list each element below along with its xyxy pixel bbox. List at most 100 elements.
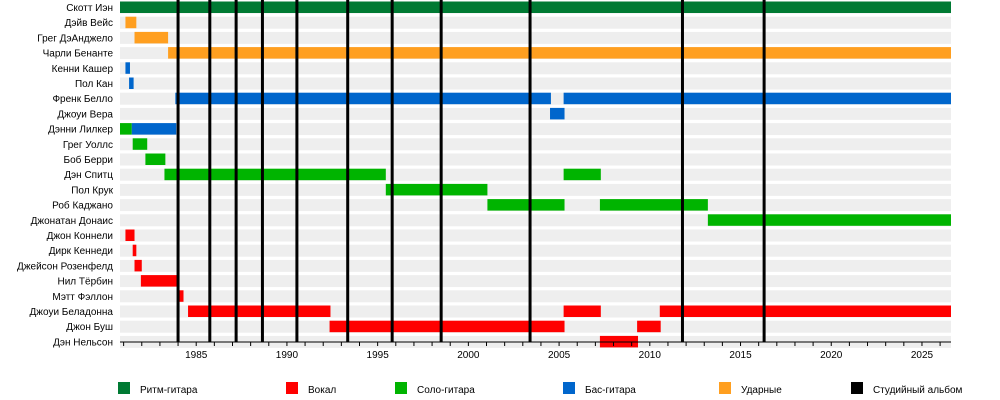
bar-bass	[550, 107, 565, 120]
legend-label: Ритм-гитара	[140, 385, 198, 396]
tick-label: 1995	[367, 350, 390, 361]
bar-vocals	[132, 244, 137, 257]
bar-vocals	[140, 275, 179, 287]
row-band	[120, 62, 951, 75]
tick-label: 2015	[729, 350, 752, 361]
bar-vocals	[125, 229, 135, 241]
bar-lead	[145, 153, 166, 165]
legend: Ритм-гитара Вокал Соло-гитара Бас-гитара Уда…	[118, 382, 963, 396]
bar-vocals	[659, 305, 951, 317]
member-name: Дирк Кеннеди	[49, 246, 113, 257]
tick-label: 2005	[548, 350, 571, 361]
bar-lead	[487, 199, 565, 211]
bar-lead	[132, 138, 148, 150]
row-band	[120, 153, 951, 166]
member-name: Джейсон Розенфелд	[17, 260, 113, 272]
bar-bass	[175, 92, 551, 105]
bar-drums	[125, 16, 137, 29]
member-name: Кенни Кашер	[52, 64, 114, 75]
member-labels: Скотт Иэн Дэйв Вейс Грег ДэАнджело Чарли Бе…	[17, 3, 114, 348]
row-band	[120, 107, 951, 120]
bar-lead	[385, 183, 488, 196]
legend-swatch-vocals	[286, 382, 298, 394]
bar-lead	[707, 214, 951, 226]
member-name: Грег ДэАнджело	[37, 33, 113, 44]
member-name: Чарли Бенанте	[43, 49, 114, 60]
bar-drums	[168, 47, 951, 59]
x-axis: 1985 1990 1995 2000 2005 2010 2015 2020 2025	[120, 341, 951, 361]
bar-lead	[563, 168, 601, 181]
member-name: Дэнни Лилкер	[48, 125, 113, 136]
legend-label: Вокал	[308, 385, 336, 396]
member-name: Джон Коннели	[47, 231, 113, 242]
bar-drums	[134, 31, 169, 44]
tick-label: 2025	[911, 350, 934, 361]
legend-swatch-album	[851, 382, 863, 394]
album-line	[176, 0, 180, 342]
member-name: Френк Белло	[52, 94, 113, 105]
legend-swatch-lead	[395, 382, 407, 394]
legend-label: Студийный альбом	[873, 384, 963, 396]
bar-bass	[131, 123, 177, 135]
member-name: Роб Каджано	[52, 200, 113, 212]
album-lines	[176, 0, 766, 342]
row-band	[120, 259, 951, 272]
legend-swatch-drums	[719, 382, 731, 394]
legend-label: Соло-гитара	[417, 385, 475, 396]
album-line	[528, 0, 532, 342]
album-line	[762, 0, 766, 342]
tick-label: 2020	[820, 350, 843, 361]
legend-label: Бас-гитара	[585, 385, 636, 396]
album-line	[295, 0, 299, 342]
bar-lead	[599, 199, 708, 211]
member-name: Дэйв Вейс	[65, 18, 113, 29]
member-name: Грег Уоллс	[63, 140, 113, 151]
bar-rhythm	[120, 1, 951, 13]
member-name: Дэн Спитц	[64, 170, 113, 181]
member-name: Мэтт Фэллон	[52, 292, 113, 303]
album-line	[390, 0, 394, 342]
row-band	[120, 244, 951, 257]
member-name: Дэн Нельсон	[53, 337, 113, 348]
member-name: Джон Буш	[66, 322, 113, 333]
member-name: Боб Берри	[64, 154, 113, 166]
row-band	[120, 138, 951, 151]
member-name: Джонатан Донаис	[31, 216, 113, 227]
bar-bass	[125, 62, 130, 74]
tick-label: 1990	[276, 350, 299, 361]
tick-label: 1985	[185, 350, 208, 361]
bar-vocals	[329, 320, 565, 333]
album-line	[260, 0, 264, 342]
bar-lead	[120, 123, 132, 135]
bar-vocals	[563, 305, 601, 317]
row-band	[120, 183, 951, 196]
bar-vocals	[188, 305, 331, 317]
bar-bass	[129, 77, 134, 89]
bar-vocals	[177, 290, 184, 302]
row-band	[120, 290, 951, 303]
row-band	[120, 77, 951, 90]
row-band	[120, 275, 951, 288]
album-line	[208, 0, 212, 342]
album-line	[439, 0, 443, 342]
tick-label: 2010	[639, 350, 662, 361]
bar-vocals	[637, 320, 661, 333]
member-name: Джоуи Беладонна	[30, 307, 114, 318]
legend-swatch-rhythm	[118, 382, 130, 394]
member-name: Нил Тёрбин	[58, 276, 114, 288]
tick-label: 2000	[457, 350, 480, 361]
legend-swatch-bass	[563, 382, 575, 394]
row-band	[120, 123, 951, 136]
member-bars	[120, 1, 951, 348]
row-band	[120, 16, 951, 29]
member-name: Пол Крук	[71, 185, 113, 196]
member-name: Пол Кан	[75, 79, 113, 90]
member-name: Джоуи Вера	[57, 109, 113, 120]
legend-label: Ударные	[741, 385, 782, 396]
row-band	[120, 31, 951, 44]
member-name: Скотт Иэн	[66, 3, 113, 14]
row-band	[120, 229, 951, 242]
album-line	[234, 0, 238, 342]
bar-bass	[563, 92, 951, 105]
